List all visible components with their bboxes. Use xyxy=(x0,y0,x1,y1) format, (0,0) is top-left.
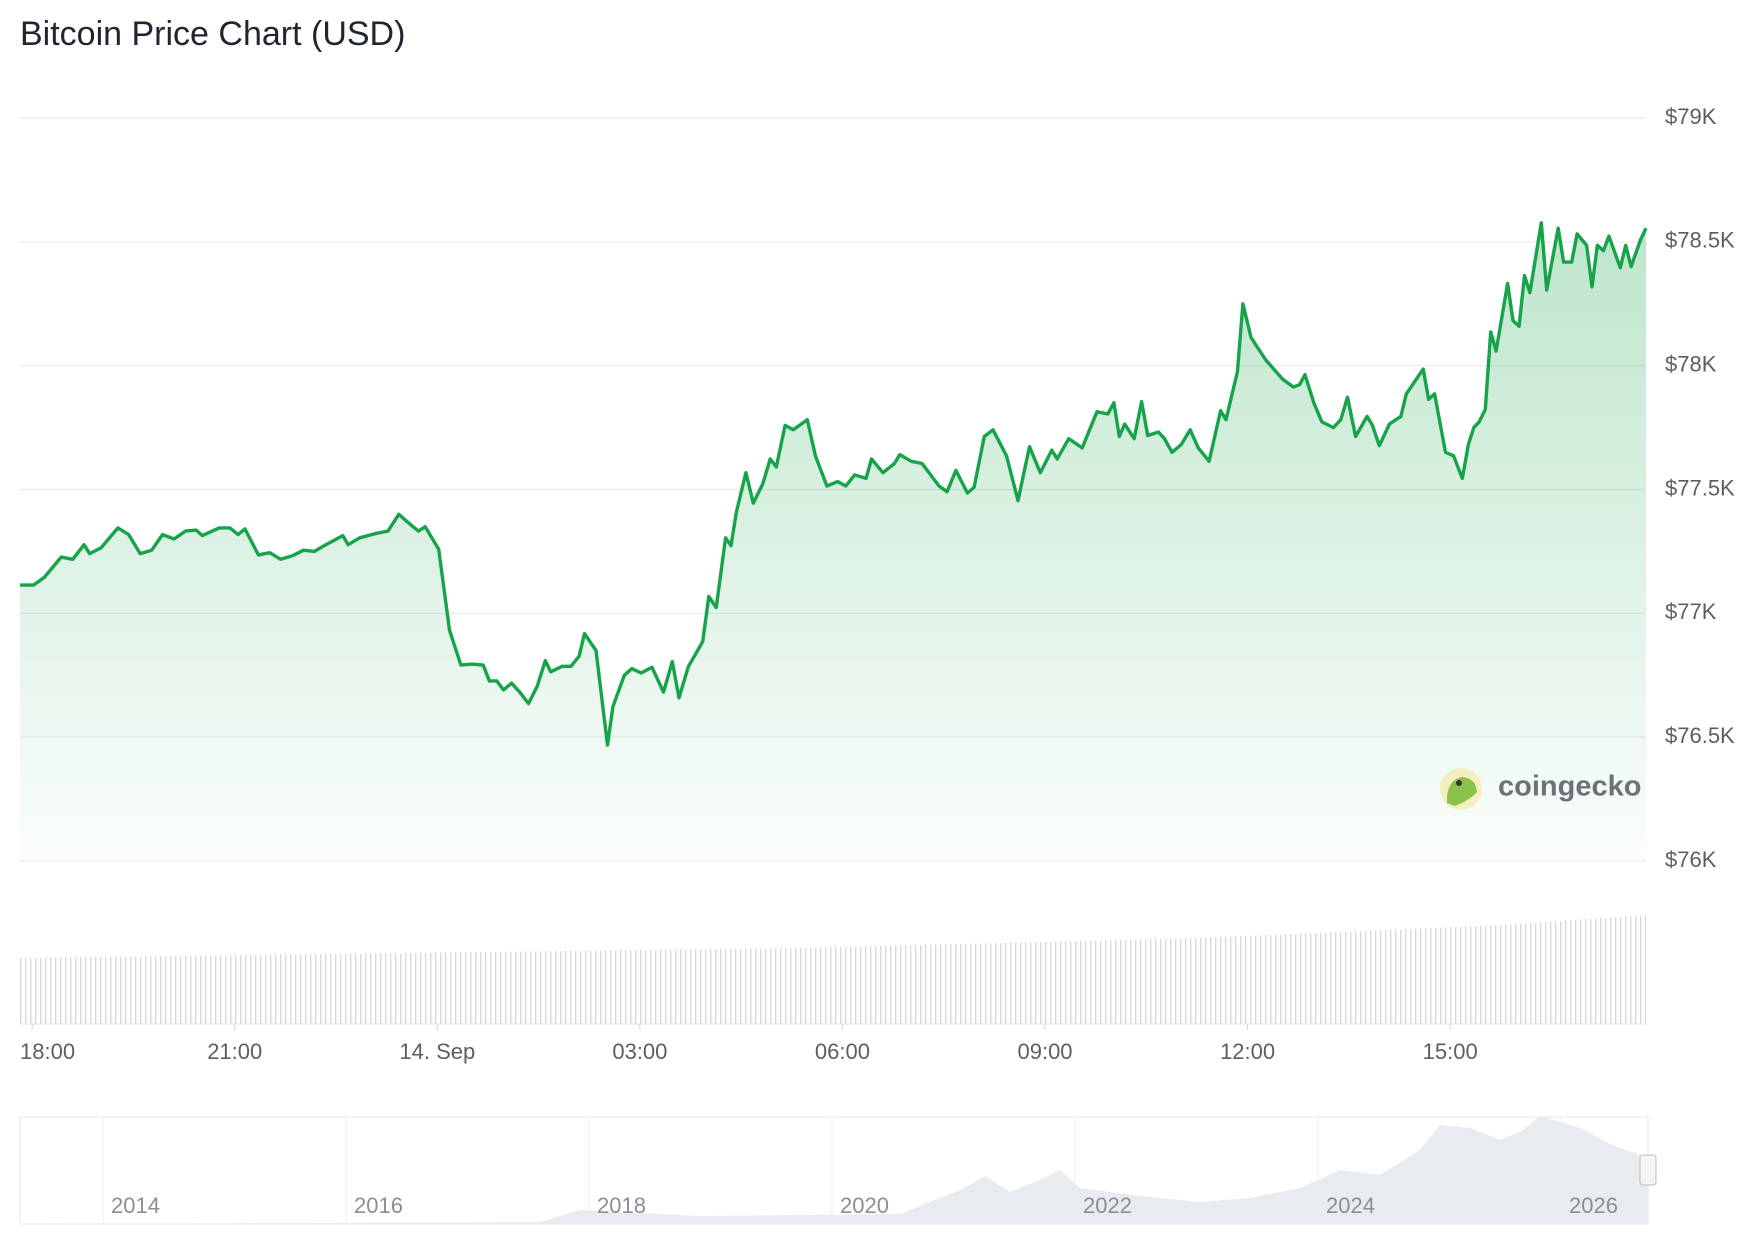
x-tick-label: 15:00 xyxy=(1423,1039,1478,1064)
price-line xyxy=(20,221,1648,747)
x-tick-label: 18:00 xyxy=(20,1039,75,1064)
chart-title: Bitcoin Price Chart (USD) xyxy=(20,15,405,53)
y-tick-label: $77K xyxy=(1665,599,1717,624)
x-tick-label: 03:00 xyxy=(612,1039,667,1064)
navigator-label: 2016 xyxy=(354,1193,403,1218)
x-tick-label: 12:00 xyxy=(1220,1039,1275,1064)
y-tick-label: $77.5K xyxy=(1665,475,1735,500)
navigator-label: 2018 xyxy=(597,1193,646,1218)
logo-gecko xyxy=(1446,777,1477,806)
watermark: coingecko xyxy=(1440,768,1641,810)
logo-eye xyxy=(1456,780,1462,786)
navigator-label: 2022 xyxy=(1083,1193,1132,1218)
x-tick-label: 09:00 xyxy=(1017,1039,1072,1064)
y-tick-label: $79K xyxy=(1665,104,1717,129)
volume-strip xyxy=(20,915,1646,1024)
navigator: 2014 2016 2018 2020 2022 2024 2026 xyxy=(19,1116,1657,1225)
watermark-text: coingecko xyxy=(1498,771,1641,803)
navigator-label: 2014 xyxy=(111,1193,160,1218)
y-tick-label: $78.5K xyxy=(1665,228,1735,253)
navigator-area xyxy=(20,1116,1648,1224)
x-tick-label: 14. Sep xyxy=(399,1039,475,1064)
x-tick-label: 06:00 xyxy=(815,1039,870,1064)
y-tick-label: $76K xyxy=(1665,847,1717,872)
x-tick-label: 21:00 xyxy=(207,1039,262,1064)
navigator-label: 2024 xyxy=(1326,1193,1375,1218)
y-tick-label: $76.5K xyxy=(1665,723,1735,748)
navigator-label: 2020 xyxy=(840,1193,889,1218)
navigator-handle[interactable] xyxy=(1639,1154,1657,1186)
navigator-label: 2026 xyxy=(1569,1193,1618,1218)
price-area xyxy=(20,222,1646,862)
y-tick-label: $78K xyxy=(1665,351,1717,376)
